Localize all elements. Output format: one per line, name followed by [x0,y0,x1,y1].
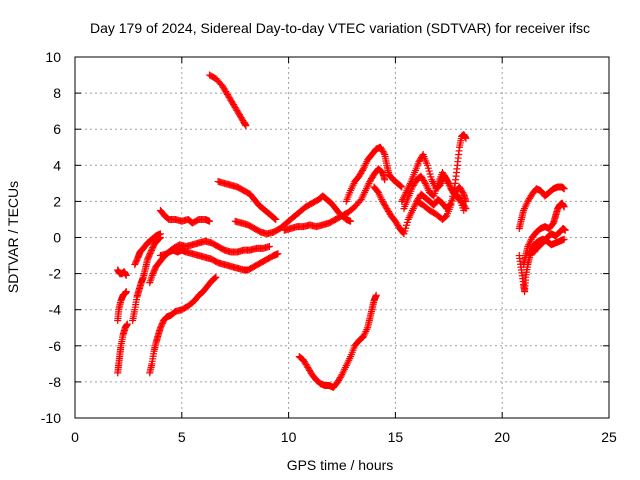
x-axis-label: GPS time / hours [287,457,394,473]
data-point [242,122,250,130]
data-point [455,193,463,201]
data-point [270,214,278,222]
y-tick-label: -4 [49,302,62,318]
y-tick-label: 0 [53,230,61,246]
data-point [560,185,568,193]
series-22 [520,199,568,269]
y-tick-label: 6 [53,121,61,137]
data-point [265,243,273,251]
data-point [337,372,345,380]
data-point [560,203,568,211]
y-axis-ticks: -10 -8 -6 -4 -2 0 2 4 6 8 10 [41,49,609,426]
x-tick-label: 0 [71,429,79,445]
y-tick-label: 8 [53,85,61,101]
series-9 [156,237,273,260]
data-point [156,230,164,238]
data-point [380,149,388,157]
data-point [271,215,279,223]
x-tick-label: 20 [494,429,510,445]
data-point [347,217,355,225]
data-point [447,201,455,209]
data-point [122,288,130,296]
series-2 [114,288,130,325]
x-tick-label: 15 [388,429,404,445]
series-12 [231,192,355,238]
data-point [449,192,457,200]
x-tick-label: 10 [281,429,297,445]
chart-title: Day 179 of 2024, Sidereal Day-to-day VTE… [90,20,590,36]
series-6 [146,273,220,377]
data-point [442,174,450,182]
series-19 [413,131,470,223]
data-points [114,71,569,391]
data-point [420,178,428,186]
series-16 [370,183,470,238]
data-point [211,274,219,282]
series-14 [295,291,380,391]
data-point [561,226,569,234]
y-tick-label: -6 [49,338,62,354]
data-point [560,235,568,243]
data-point [206,217,214,225]
series-21 [515,183,568,232]
x-axis-ticks: 0 5 10 15 20 25 [71,57,617,445]
data-point [123,320,131,328]
data-point [449,188,457,196]
series-10 [206,71,250,130]
data-point [372,291,380,299]
series-8 [156,206,214,227]
y-tick-label: 4 [53,157,61,173]
series-13 [280,165,389,234]
data-point [460,206,468,214]
y-tick-label: -2 [49,266,62,282]
data-point [381,176,389,184]
grid-lines [75,57,609,418]
series-23 [530,224,569,256]
data-point [210,275,218,283]
data-point [450,184,458,192]
data-point [274,250,282,258]
data-point [448,197,456,205]
series-7 [146,246,282,287]
y-tick-label: 2 [53,193,61,209]
series-15 [342,143,406,205]
x-tick-label: 5 [178,429,186,445]
series-5 [131,230,164,269]
data-point [396,182,404,190]
data-point [122,271,130,279]
x-tick-label: 25 [601,429,617,445]
y-tick-label: -8 [49,374,62,390]
series-1 [114,266,130,279]
data-point [462,134,470,142]
data-point [272,215,280,223]
data-point [359,166,367,174]
series-3 [114,320,131,377]
y-axis-label: SDTVAR / TECUs [5,181,21,293]
data-point [163,214,171,222]
series-11 [214,178,280,223]
data-point [212,273,220,281]
data-point [441,213,449,221]
data-point [398,183,406,191]
data-point [397,182,405,190]
y-tick-label: -10 [41,410,61,426]
y-tick-label: 10 [45,49,61,65]
series-4 [129,234,164,325]
